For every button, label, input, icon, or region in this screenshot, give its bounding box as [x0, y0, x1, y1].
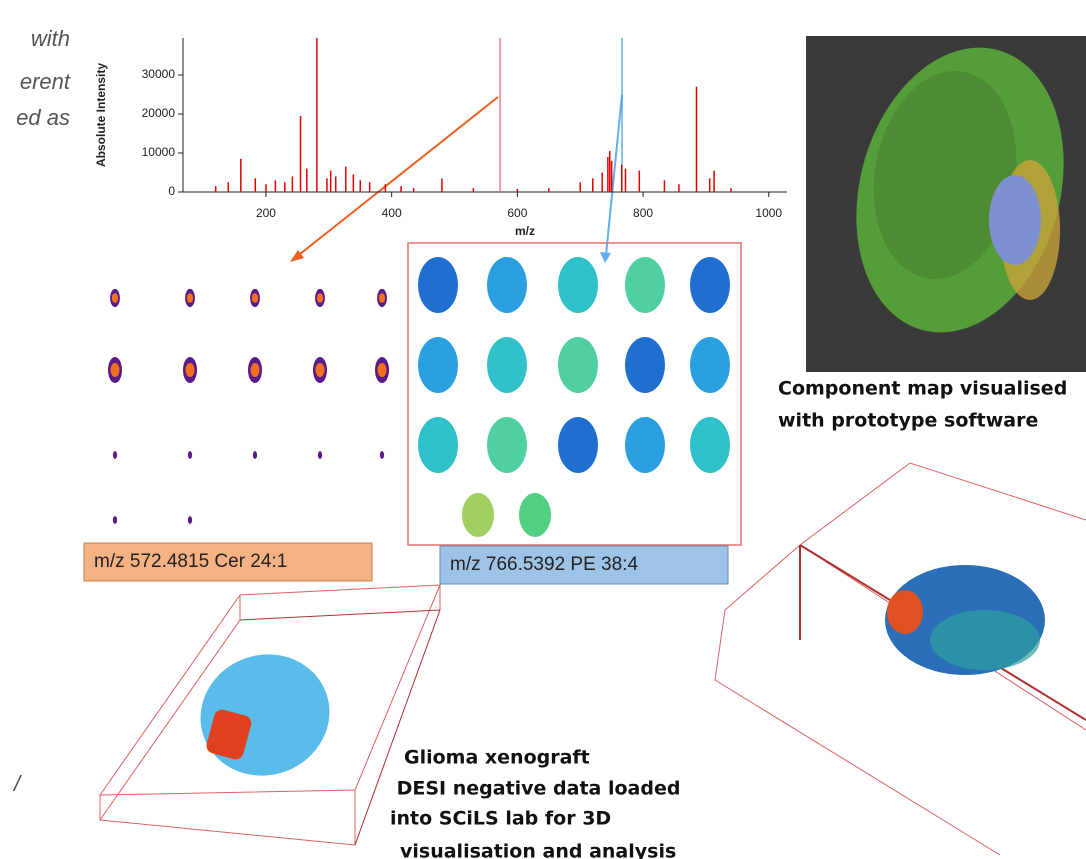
- x-axis-label: m/z: [515, 224, 535, 238]
- ion-blob: [318, 451, 322, 459]
- x-tick-label: 200: [256, 206, 276, 220]
- ion-blob: [690, 417, 730, 473]
- ion-blob: [252, 293, 258, 303]
- ion-blob: [625, 257, 665, 313]
- tissue-3d: [930, 610, 1040, 670]
- ion-blob: [558, 337, 598, 393]
- ion-blob: [487, 337, 527, 393]
- ion-blob: [188, 451, 192, 459]
- ion-blob: [186, 363, 195, 377]
- tissue-3d: [183, 636, 346, 793]
- y-tick-label: 0: [168, 184, 175, 198]
- caption: DESI negative data loaded: [390, 778, 680, 800]
- ion-blob: [462, 493, 494, 537]
- text-fragment: ed as: [16, 105, 70, 130]
- ion-blob: [625, 417, 665, 473]
- ion-blob: [418, 417, 458, 473]
- y-tick-label: 10000: [142, 145, 176, 159]
- tissue-3d: [887, 590, 923, 634]
- ion-blob: [418, 257, 458, 313]
- y-tick-label: 20000: [142, 106, 176, 120]
- caption: Component map visualised: [778, 378, 1067, 400]
- ion-label: m/z 766.5392 PE 38:4: [450, 554, 638, 575]
- text-fragment: with: [31, 26, 70, 51]
- ion-blob: [418, 337, 458, 393]
- ion-blob: [378, 363, 387, 377]
- ion-blob: [111, 363, 120, 377]
- x-tick-label: 600: [507, 206, 527, 220]
- ion-blob: [112, 293, 118, 303]
- arrow: [295, 97, 498, 258]
- ion-blob: [487, 257, 527, 313]
- caption: into SCiLS lab for 3D: [390, 808, 611, 830]
- x-tick-label: 800: [633, 206, 653, 220]
- ion-blob: [317, 293, 323, 303]
- ion-label: m/z 572.4815 Cer 24:1: [94, 551, 287, 572]
- text-fragment: erent: [20, 69, 71, 94]
- caption: Glioma xenograft: [404, 747, 590, 769]
- arrow-head: [600, 252, 611, 263]
- ion-blob: [558, 257, 598, 313]
- ion-blob: [625, 337, 665, 393]
- ion-images: [418, 257, 730, 537]
- slide: with erent ed as / Component map visuali…: [0, 0, 1086, 859]
- y-tick-label: 30000: [142, 67, 176, 81]
- ion-blob: [316, 363, 325, 377]
- ion-blob: [113, 451, 117, 459]
- ion-blob: [487, 417, 527, 473]
- volume-box: [715, 463, 1086, 855]
- ion-blob: [380, 451, 384, 459]
- ion-blob: [690, 337, 730, 393]
- x-tick-label: 400: [382, 206, 402, 220]
- ion-blob: [519, 493, 551, 537]
- x-tick-label: 1000: [755, 206, 782, 220]
- ion-images: [108, 289, 389, 524]
- ion-blob: [379, 293, 385, 303]
- ion-blob: [113, 516, 117, 524]
- ion-blob: [251, 363, 260, 377]
- caption: with prototype software: [778, 410, 1038, 432]
- ion-blob: [690, 257, 730, 313]
- y-axis-label: Absolute Intensity: [94, 63, 108, 167]
- ion-blob: [187, 293, 193, 303]
- text-fragment: /: [12, 771, 22, 796]
- ion-blob: [558, 417, 598, 473]
- caption: visualisation and analysis: [400, 841, 676, 859]
- ion-blob: [253, 451, 257, 459]
- ion-blob: [188, 516, 192, 524]
- tissue-3d: [989, 175, 1041, 265]
